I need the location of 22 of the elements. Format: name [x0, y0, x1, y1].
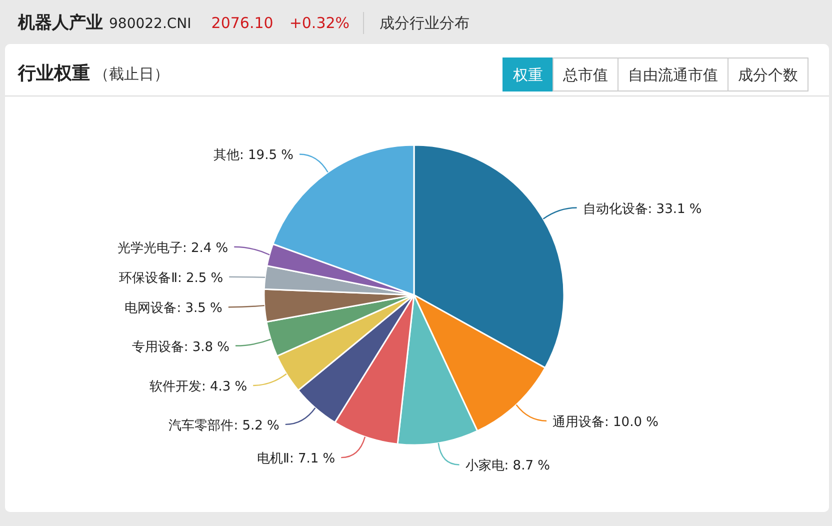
text: 权重 [512, 66, 543, 84]
text: 成分行业分布 [380, 14, 470, 32]
chart-subtitle: （截止日） [94, 65, 169, 83]
text: 机器人产业 [17, 13, 103, 33]
text: 2076.10 [211, 14, 274, 32]
slice-label: 其他: 19.5 % [214, 148, 294, 164]
slice-label: 小家电: 8.7 % [465, 458, 550, 474]
slice-label: 电机Ⅱ: 7.1 % [257, 452, 336, 467]
slice-label: 专用设备: 3.8 % [132, 340, 230, 355]
text: +0.32% [289, 14, 350, 32]
slice-label: 环保设备Ⅱ: 2.5 % [119, 270, 224, 286]
chart-title: 行业权重 [17, 63, 90, 84]
slice-label: 汽车零部件: 5.2 % [168, 418, 280, 434]
slice-label: 自动化设备: 33.1 % [582, 202, 702, 217]
text: 980022.CNI [109, 16, 192, 32]
text: 成分个数 [738, 66, 798, 84]
text: 总市值 [562, 66, 608, 84]
slice-label: 软件开发: 4.3 % [149, 379, 248, 394]
text: 自由流通市值 [628, 66, 718, 84]
slice-label: 通用设备: 10.0 % [552, 414, 658, 430]
slice-label: 电网设备: 3.5 % [124, 301, 222, 316]
slice-label: 光学光电子: 2.4 % [117, 240, 228, 256]
